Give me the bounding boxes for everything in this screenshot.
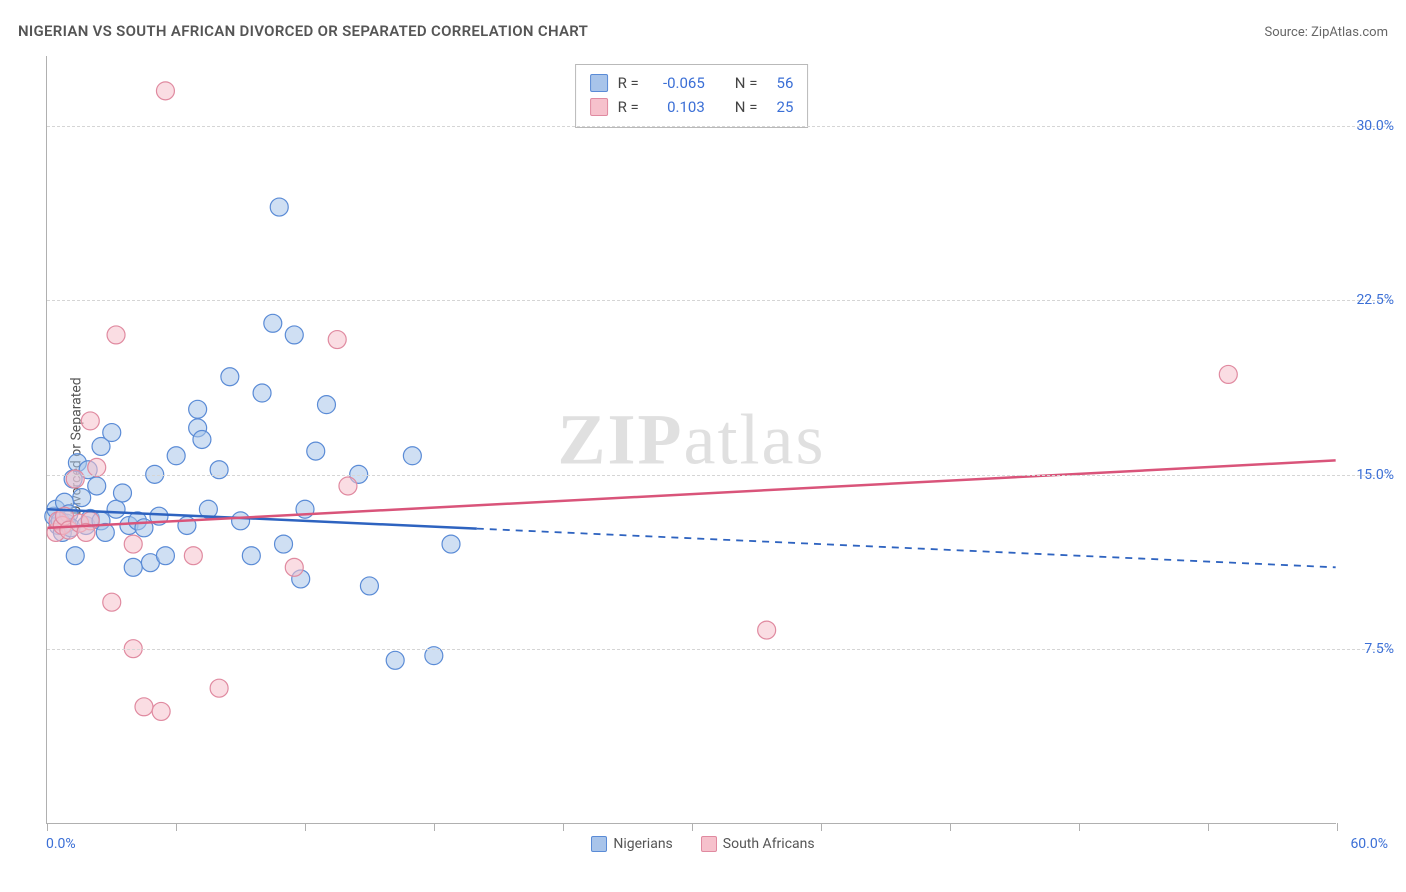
r-value: 0.103: [649, 95, 705, 119]
gridline: [47, 649, 1390, 650]
scatter-point-nigerians: [253, 384, 271, 402]
y-tick-label: 15.0%: [1356, 467, 1394, 483]
scatter-point-south_africans: [81, 412, 99, 430]
scatter-point-nigerians: [307, 442, 325, 460]
scatter-point-nigerians: [167, 447, 185, 465]
scatter-point-nigerians: [193, 431, 211, 449]
scatter-point-south_africans: [124, 535, 142, 553]
scatter-point-nigerians: [103, 424, 121, 442]
gridline: [47, 300, 1390, 301]
scatter-point-nigerians: [114, 484, 132, 502]
scatter-point-south_africans: [328, 331, 346, 349]
scatter-point-south_africans: [103, 593, 121, 611]
scatter-point-south_africans: [66, 470, 84, 488]
n-value: 56: [767, 71, 793, 95]
legend-swatch-south_africans: [590, 98, 608, 116]
scatter-chart-svg: [47, 56, 1336, 823]
source-attribution: Source: ZipAtlas.com: [1264, 25, 1388, 40]
x-tick: [47, 823, 48, 831]
correlation-stats-box: R = -0.065 N = 56 R = 0.103 N = 25: [575, 64, 809, 128]
legend-swatch-nigerians: [590, 74, 608, 92]
gridline: [47, 475, 1390, 476]
scatter-point-nigerians: [285, 326, 303, 344]
y-tick-label: 22.5%: [1356, 292, 1394, 308]
series-legend: Nigerians South Africans: [0, 836, 1406, 852]
x-tick: [1337, 823, 1338, 831]
scatter-point-south_africans: [1219, 365, 1237, 383]
legend-label: Nigerians: [613, 836, 672, 852]
x-tick: [563, 823, 564, 831]
scatter-point-nigerians: [124, 558, 142, 576]
scatter-point-nigerians: [403, 447, 421, 465]
scatter-point-nigerians: [264, 314, 282, 332]
scatter-point-nigerians: [210, 461, 228, 479]
scatter-point-nigerians: [66, 547, 84, 565]
x-tick: [1079, 823, 1080, 831]
scatter-point-south_africans: [156, 82, 174, 100]
stats-row-south_africans: R = 0.103 N = 25: [590, 95, 794, 119]
scatter-point-nigerians: [221, 368, 239, 386]
trend-line-south_africans: [47, 460, 1335, 527]
gridline: [47, 126, 1390, 127]
scatter-point-nigerians: [275, 535, 293, 553]
legend-item-south_africans: South Africans: [701, 836, 815, 852]
n-label: N =: [735, 71, 758, 95]
y-tick-label: 7.5%: [1364, 641, 1394, 657]
scatter-point-south_africans: [184, 547, 202, 565]
scatter-point-nigerians: [232, 512, 250, 530]
x-tick: [692, 823, 693, 831]
scatter-point-south_africans: [88, 458, 106, 476]
stats-row-nigerians: R = -0.065 N = 56: [590, 71, 794, 95]
scatter-point-south_africans: [758, 621, 776, 639]
scatter-point-south_africans: [285, 558, 303, 576]
scatter-point-nigerians: [242, 547, 260, 565]
scatter-point-nigerians: [73, 489, 91, 507]
legend-item-nigerians: Nigerians: [591, 836, 672, 852]
trend-line-dashed-nigerians: [477, 529, 1336, 568]
r-label: R =: [618, 71, 639, 95]
scatter-point-nigerians: [107, 500, 125, 518]
scatter-point-south_africans: [339, 477, 357, 495]
scatter-point-nigerians: [442, 535, 460, 553]
scatter-point-nigerians: [317, 396, 335, 414]
x-tick: [1208, 823, 1209, 831]
plot-area: ZIPatlas R =-0.065N =56R =0.103N =25 7.5…: [46, 56, 1336, 824]
x-tick: [434, 823, 435, 831]
legend-swatch-south_africans: [701, 836, 717, 852]
scatter-point-south_africans: [107, 326, 125, 344]
scatter-point-nigerians: [88, 477, 106, 495]
scatter-point-nigerians: [386, 651, 404, 669]
legend-label: South Africans: [723, 836, 815, 852]
scatter-point-nigerians: [156, 547, 174, 565]
n-value: 25: [767, 95, 793, 119]
x-tick: [950, 823, 951, 831]
x-tick: [305, 823, 306, 831]
scatter-point-nigerians: [189, 400, 207, 418]
scatter-point-south_africans: [210, 679, 228, 697]
x-tick: [821, 823, 822, 831]
r-value: -0.065: [649, 71, 705, 95]
y-tick-label: 30.0%: [1356, 118, 1394, 134]
scatter-point-nigerians: [270, 198, 288, 216]
scatter-point-south_africans: [152, 702, 170, 720]
r-label: R =: [618, 95, 639, 119]
legend-swatch-nigerians: [591, 836, 607, 852]
chart-title: NIGERIAN VS SOUTH AFRICAN DIVORCED OR SE…: [18, 22, 588, 40]
n-label: N =: [735, 95, 758, 119]
x-tick: [176, 823, 177, 831]
scatter-point-south_africans: [135, 698, 153, 716]
scatter-point-nigerians: [360, 577, 378, 595]
